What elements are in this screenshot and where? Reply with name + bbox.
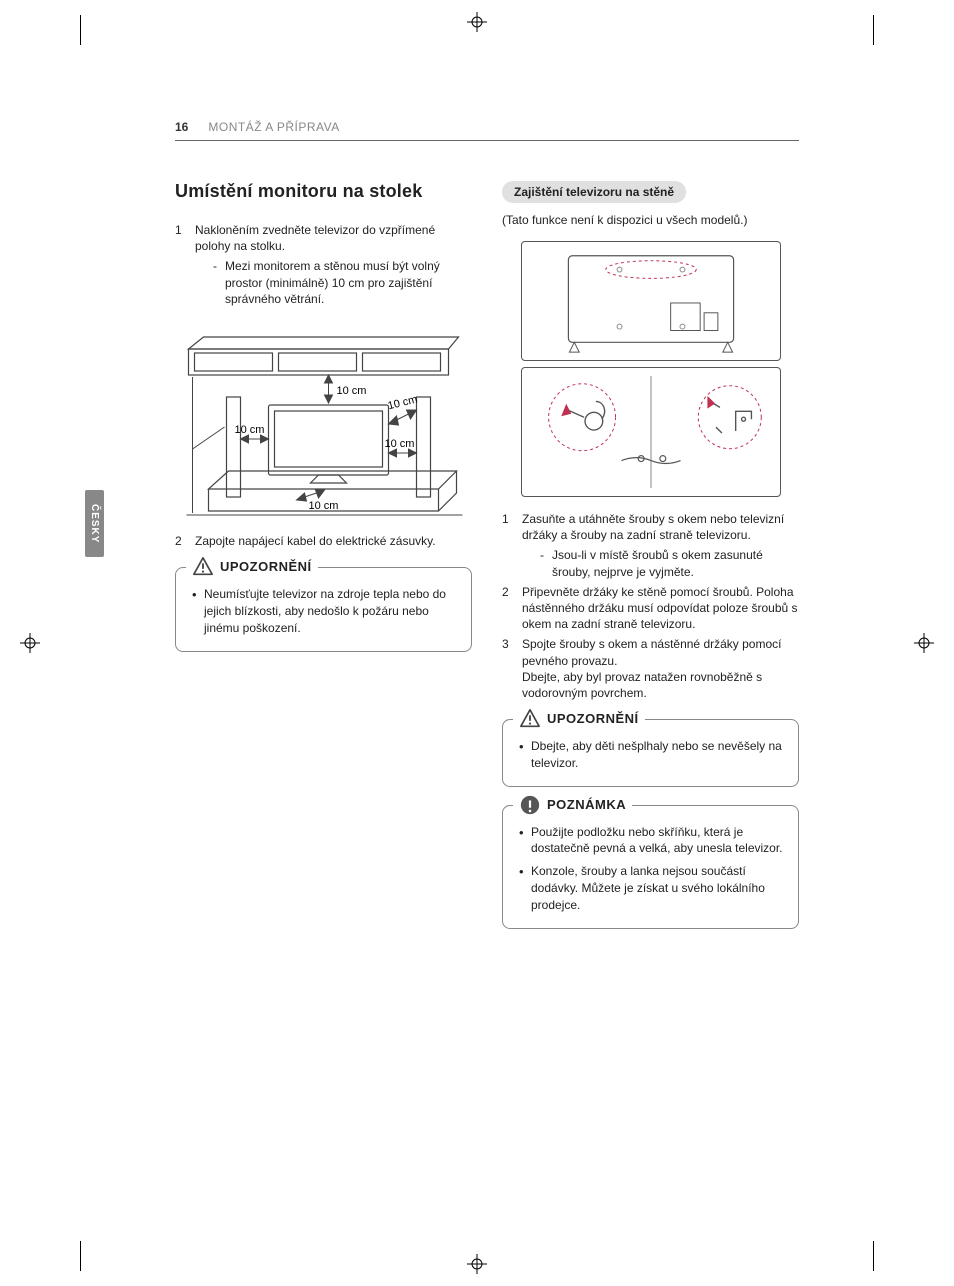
warning-callout: UPOZORNĚNÍ Dbejte, aby děti nešplhaly ne…: [502, 719, 799, 787]
distance-label: 10 cm: [309, 500, 339, 512]
step-number: 1: [502, 511, 514, 580]
distance-label: 10 cm: [235, 424, 265, 436]
crop-mark: [873, 15, 874, 45]
sub-step-text: Jsou-li v místě šroubů s okem zasunuté š…: [540, 547, 799, 579]
distance-label: 10 cm: [385, 438, 415, 450]
left-column: Umístění monitoru na stolek 1 Nakloněním…: [175, 181, 472, 943]
crop-mark: [80, 1241, 81, 1271]
language-tab: ČESKY: [85, 490, 104, 557]
callout-item: Použijte podložku nebo skříňku, která je…: [517, 824, 784, 858]
step-number: 2: [502, 584, 514, 633]
page-number: 16: [175, 120, 188, 134]
distance-label: 10 cm: [387, 393, 419, 412]
registration-mark-icon: [467, 12, 487, 32]
step-number: 3: [502, 636, 514, 701]
step-item: 3 Spojte šrouby s okem a nástěnné držáky…: [502, 636, 799, 701]
warning-callout: UPOZORNĚNÍ Neumísťujte televizor na zdro…: [175, 567, 472, 651]
step-item: 2 Zapojte napájecí kabel do elektrické z…: [175, 533, 472, 549]
crop-mark: [873, 1241, 874, 1271]
callout-item: Dbejte, aby děti nešplhaly nebo se nevěš…: [517, 738, 784, 772]
callout-title: UPOZORNĚNÍ: [220, 559, 312, 574]
registration-mark-icon: [20, 633, 40, 653]
availability-note: (Tato funkce není k dispozici u všech mo…: [502, 213, 799, 227]
step-item: 1 Zasuňte a utáhněte šrouby s okem nebo …: [502, 511, 799, 580]
callout-item: Konzole, šrouby a lanka nejsou součástí …: [517, 863, 784, 913]
step-number: 1: [175, 222, 187, 307]
distance-label: 10 cm: [337, 385, 367, 397]
wall-mount-diagram: [521, 241, 781, 497]
step-text: Spojte šrouby s okem a nástěnné držáky p…: [522, 636, 799, 701]
callout-item: Neumísťujte televizor na zdroje tepla ne…: [190, 586, 457, 636]
page-content: 16 MONTÁŽ A PŘÍPRAVA ČESKY Umístění moni…: [175, 120, 799, 943]
callout-title: POZNÁMKA: [547, 797, 626, 812]
step-text: Nakloněním zvedněte televizor do vzpříme…: [195, 223, 435, 253]
header-section-title: MONTÁŽ A PŘÍPRAVA: [208, 120, 339, 134]
right-column: Zajištění televizoru na stěně (Tato funk…: [502, 181, 799, 943]
registration-mark-icon: [467, 1254, 487, 1274]
subsection-pill: Zajištění televizoru na stěně: [502, 181, 686, 203]
note-callout: POZNÁMKA Použijte podložku nebo skříňku,…: [502, 805, 799, 929]
note-icon: [519, 794, 541, 816]
step-item: 2 Připevněte držáky ke stěně pomocí šrou…: [502, 584, 799, 633]
crop-mark: [80, 15, 81, 45]
page-header: 16 MONTÁŽ A PŘÍPRAVA: [175, 120, 799, 141]
step-text: Připevněte držáky ke stěně pomocí šroubů…: [522, 584, 799, 633]
main-title: Umístění monitoru na stolek: [175, 181, 472, 202]
step-text: Zapojte napájecí kabel do elektrické zás…: [195, 533, 436, 549]
callout-title: UPOZORNĚNÍ: [547, 711, 639, 726]
step-item: 1 Nakloněním zvedněte televizor do vzpří…: [175, 222, 472, 307]
sub-step-text: Mezi monitorem a stěnou musí být volný p…: [213, 258, 472, 307]
step-number: 2: [175, 533, 187, 549]
table-mount-diagram: 10 cm 10 cm: [175, 319, 472, 519]
warning-icon: [519, 708, 541, 728]
warning-icon: [192, 556, 214, 576]
registration-mark-icon: [914, 633, 934, 653]
step-text: Zasuňte a utáhněte šrouby s okem nebo te…: [522, 512, 784, 542]
